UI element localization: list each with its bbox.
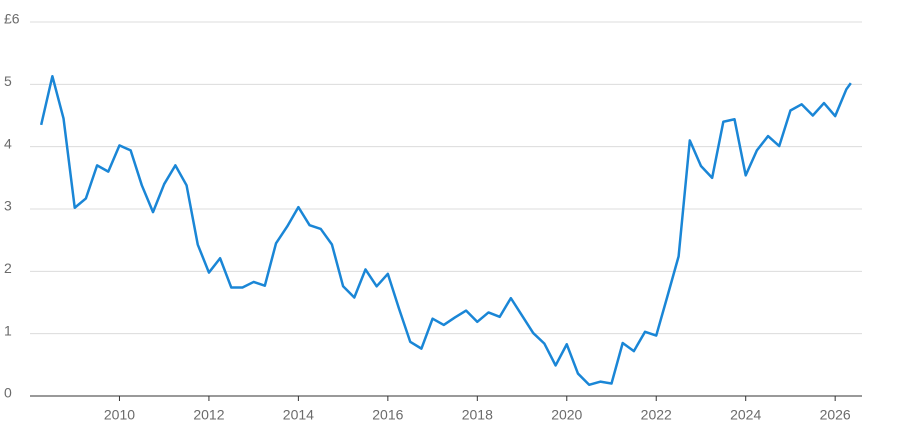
x-tick-label: 2016 <box>372 407 403 423</box>
x-tick-label: 2010 <box>104 407 135 423</box>
x-tick-label: 2018 <box>462 407 493 423</box>
x-tick-label: 2026 <box>820 407 851 423</box>
y-tick-label: 5 <box>4 73 12 89</box>
x-tick-label: 2014 <box>283 407 314 423</box>
y-tick-label: 4 <box>4 135 12 151</box>
y-tick-label: 2 <box>4 260 12 276</box>
x-tick-label: 2020 <box>551 407 582 423</box>
y-tick-label: 0 <box>4 385 12 401</box>
y-tick-label: 3 <box>4 198 12 214</box>
x-tick-label: 2024 <box>730 407 761 423</box>
line-series <box>39 74 852 387</box>
y-tick-label: 1 <box>4 322 12 338</box>
x-tick-label: 2012 <box>193 407 224 423</box>
y-tick-label: £6 <box>4 11 20 27</box>
x-tick-label: 2022 <box>641 407 672 423</box>
